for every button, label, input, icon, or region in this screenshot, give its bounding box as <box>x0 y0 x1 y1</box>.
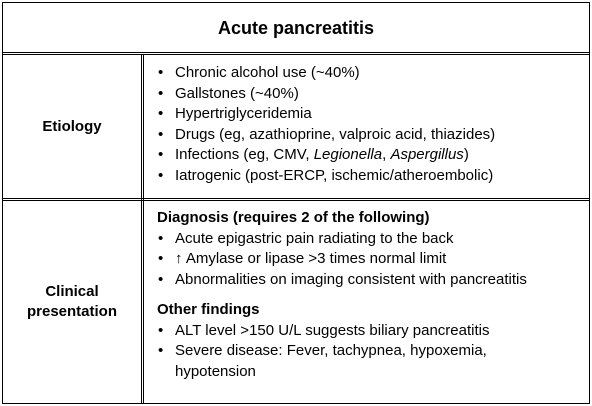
table-title-row: Acute pancreatitis <box>2 3 590 53</box>
bullet-icon: • <box>158 270 164 288</box>
bullet-icon: • <box>158 166 164 184</box>
list-item: • Abnormalities on imaging consistent wit… <box>157 270 585 291</box>
list-item: • Gallstones (~40%) <box>157 84 585 105</box>
etiology-label-cell: Etiology <box>3 56 141 198</box>
list-item: • Chronic alcohol use (~40%) <box>157 63 585 84</box>
etiology-content: • Chronic alcohol use (~40%) • Gallstones … <box>157 63 585 186</box>
title-divider <box>2 52 590 55</box>
list-item: • Acute epigastric pain radiating to the … <box>157 229 585 250</box>
list-item: • ALT level >150 U/L suggests biliary pan… <box>157 321 585 342</box>
bullet-icon: • <box>158 105 164 122</box>
etiology-label: Etiology <box>42 118 102 135</box>
bullet-icon: • <box>158 125 164 143</box>
bullet-icon: • <box>158 84 164 102</box>
clinical-label: Clinical presentation <box>26 283 117 320</box>
list-item: • ↑ Amylase or lipase >3 times normal lim… <box>157 249 585 270</box>
clinical-content: Diagnosis (requires 2 of the following) … <box>157 208 585 382</box>
table-title: Acute pancreatitis <box>217 17 375 38</box>
bullet-icon: • <box>158 146 164 163</box>
etiology-list: • Chronic alcohol use (~40%) • Gallstones … <box>157 63 585 186</box>
bullet-icon: • <box>158 321 164 339</box>
bullet-icon: • <box>158 342 164 359</box>
list-item: • Hypertriglyceridemia <box>157 104 585 125</box>
column-divider <box>141 54 144 404</box>
list-item: • Severe disease: Fever, tachypnea, hypox… <box>158 342 487 380</box>
other-findings-list: • ALT level >150 U/L suggests biliary pan… <box>157 321 585 383</box>
list-item: • Infections (eg, CMV, Legionella, Asperg… <box>157 145 585 166</box>
section-gap <box>157 290 585 300</box>
row-divider <box>2 198 590 201</box>
list-item: • Drugs (eg, azathioprine, valproic acid,… <box>157 125 585 146</box>
other-findings-heading: Other findings <box>157 301 260 318</box>
list-item: • Iatrogenic (post-ERCP, ischemic/atheroe… <box>157 166 585 187</box>
bullet-icon: • <box>158 250 164 267</box>
diagnosis-list: • Acute epigastric pain radiating to the … <box>157 229 585 291</box>
diagnosis-heading: Diagnosis (requires 2 of the following) <box>157 209 430 226</box>
clinical-label-cell: Clinical presentation <box>3 201 141 403</box>
bullet-icon: • <box>158 229 164 247</box>
bullet-icon: • <box>158 64 164 81</box>
